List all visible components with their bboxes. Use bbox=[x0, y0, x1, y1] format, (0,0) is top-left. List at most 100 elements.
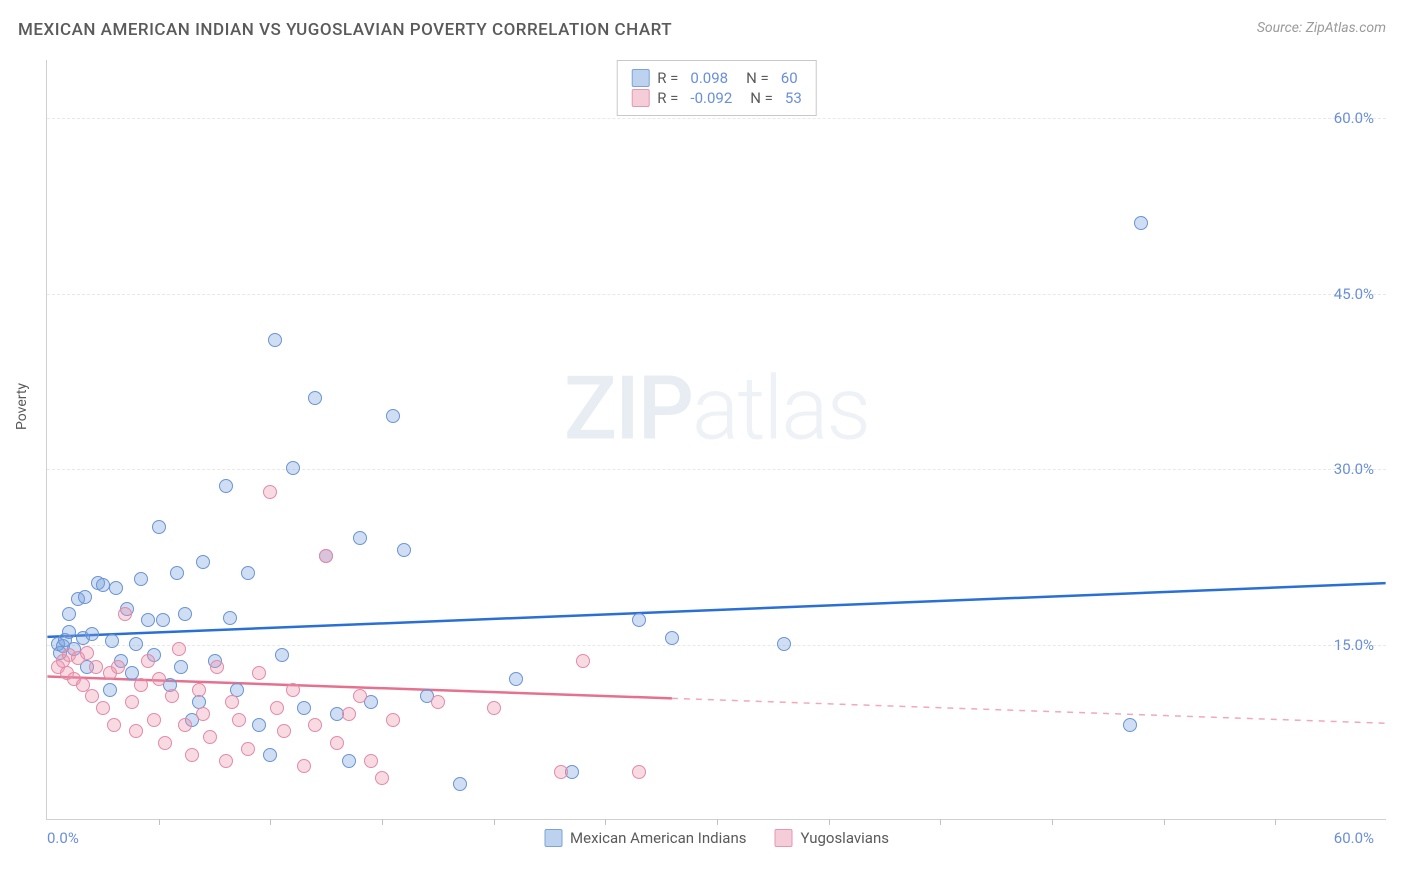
n-value-2: 53 bbox=[785, 89, 802, 107]
data-point bbox=[353, 531, 367, 545]
data-point bbox=[232, 713, 246, 727]
data-point bbox=[277, 724, 291, 738]
data-point bbox=[210, 660, 224, 674]
data-point bbox=[364, 754, 378, 768]
data-point bbox=[62, 607, 76, 621]
data-point bbox=[275, 648, 289, 662]
swatch-series-1 bbox=[631, 69, 649, 87]
data-point bbox=[397, 543, 411, 557]
data-point bbox=[353, 689, 367, 703]
data-point bbox=[152, 520, 166, 534]
data-point bbox=[170, 566, 184, 580]
data-point bbox=[1123, 718, 1137, 732]
data-point bbox=[386, 713, 400, 727]
data-point bbox=[632, 613, 646, 627]
plot-area: ZIPatlas 15.0% 30.0% 45.0% 60.0% R = 0.098 … bbox=[46, 60, 1386, 820]
data-point bbox=[487, 701, 501, 715]
data-point bbox=[319, 549, 333, 563]
data-point bbox=[78, 590, 92, 604]
data-point bbox=[118, 607, 132, 621]
source-attribution: Source: ZipAtlas.com bbox=[1257, 20, 1386, 36]
data-point bbox=[263, 485, 277, 499]
r-label-2: R = bbox=[657, 89, 678, 107]
data-point bbox=[263, 748, 277, 762]
data-point bbox=[777, 637, 791, 651]
data-point bbox=[223, 611, 237, 625]
data-point bbox=[158, 736, 172, 750]
data-point bbox=[96, 578, 110, 592]
data-point bbox=[297, 759, 311, 773]
data-point bbox=[80, 646, 94, 660]
data-point bbox=[431, 695, 445, 709]
data-point bbox=[241, 742, 255, 756]
data-point bbox=[576, 654, 590, 668]
data-point bbox=[252, 666, 266, 680]
data-point bbox=[141, 613, 155, 627]
y-tick-label: 15.0% bbox=[1334, 636, 1374, 654]
data-point bbox=[509, 672, 523, 686]
data-point bbox=[134, 572, 148, 586]
data-point bbox=[665, 631, 679, 645]
data-point bbox=[172, 642, 186, 656]
swatch-icon bbox=[774, 829, 792, 847]
legend-row-series-2: R = -0.092 N = 53 bbox=[631, 89, 802, 107]
swatch-series-2 bbox=[631, 89, 649, 107]
data-point bbox=[111, 660, 125, 674]
y-tick-label: 45.0% bbox=[1334, 285, 1374, 303]
data-point bbox=[96, 701, 110, 715]
x-axis-max-label: 60.0% bbox=[1334, 829, 1374, 847]
data-point bbox=[107, 718, 121, 732]
data-point bbox=[152, 672, 166, 686]
data-point bbox=[308, 391, 322, 405]
data-point bbox=[62, 625, 76, 639]
r-label-1: R = bbox=[657, 69, 678, 87]
chart-title: MEXICAN AMERICAN INDIAN VS YUGOSLAVIAN P… bbox=[18, 20, 672, 40]
data-point bbox=[125, 695, 139, 709]
data-point bbox=[1134, 216, 1148, 230]
data-point bbox=[147, 713, 161, 727]
data-point bbox=[156, 613, 170, 627]
data-point bbox=[129, 637, 143, 651]
data-point bbox=[386, 409, 400, 423]
data-point bbox=[174, 660, 188, 674]
data-point bbox=[308, 718, 322, 732]
data-point bbox=[85, 627, 99, 641]
data-point bbox=[178, 607, 192, 621]
r-value-2: -0.092 bbox=[690, 89, 732, 107]
data-point bbox=[219, 479, 233, 493]
trend-lines bbox=[47, 60, 1386, 819]
data-point bbox=[105, 634, 119, 648]
y-axis-label: Poverty bbox=[14, 383, 30, 430]
data-point bbox=[134, 678, 148, 692]
data-point bbox=[165, 689, 179, 703]
data-point bbox=[241, 566, 255, 580]
data-point bbox=[196, 555, 210, 569]
data-point bbox=[554, 765, 568, 779]
data-point bbox=[103, 683, 117, 697]
data-point bbox=[453, 777, 467, 791]
data-point bbox=[109, 581, 123, 595]
x-axis-min-label: 0.0% bbox=[47, 829, 79, 847]
n-value-1: 60 bbox=[781, 69, 798, 87]
series-2-name: Yugoslavians bbox=[800, 829, 889, 847]
data-point bbox=[375, 771, 389, 785]
data-point bbox=[89, 660, 103, 674]
series-legend: Mexican American Indians Yugoslavians bbox=[544, 829, 889, 847]
data-point bbox=[252, 718, 266, 732]
y-tick-label: 60.0% bbox=[1334, 109, 1374, 127]
data-point bbox=[225, 695, 239, 709]
data-point bbox=[185, 748, 199, 762]
data-point bbox=[196, 707, 210, 721]
correlation-legend: R = 0.098 N = 60 R = -0.092 N = 53 bbox=[616, 60, 817, 116]
series-1-name: Mexican American Indians bbox=[570, 829, 746, 847]
data-point bbox=[203, 730, 217, 744]
y-tick-label: 30.0% bbox=[1334, 460, 1374, 478]
data-point bbox=[129, 724, 143, 738]
legend-item-series-2: Yugoslavians bbox=[774, 829, 889, 847]
watermark: ZIPatlas bbox=[564, 358, 869, 461]
data-point bbox=[268, 333, 282, 347]
swatch-icon bbox=[544, 829, 562, 847]
data-point bbox=[219, 754, 233, 768]
legend-item-series-1: Mexican American Indians bbox=[544, 829, 746, 847]
data-point bbox=[342, 754, 356, 768]
